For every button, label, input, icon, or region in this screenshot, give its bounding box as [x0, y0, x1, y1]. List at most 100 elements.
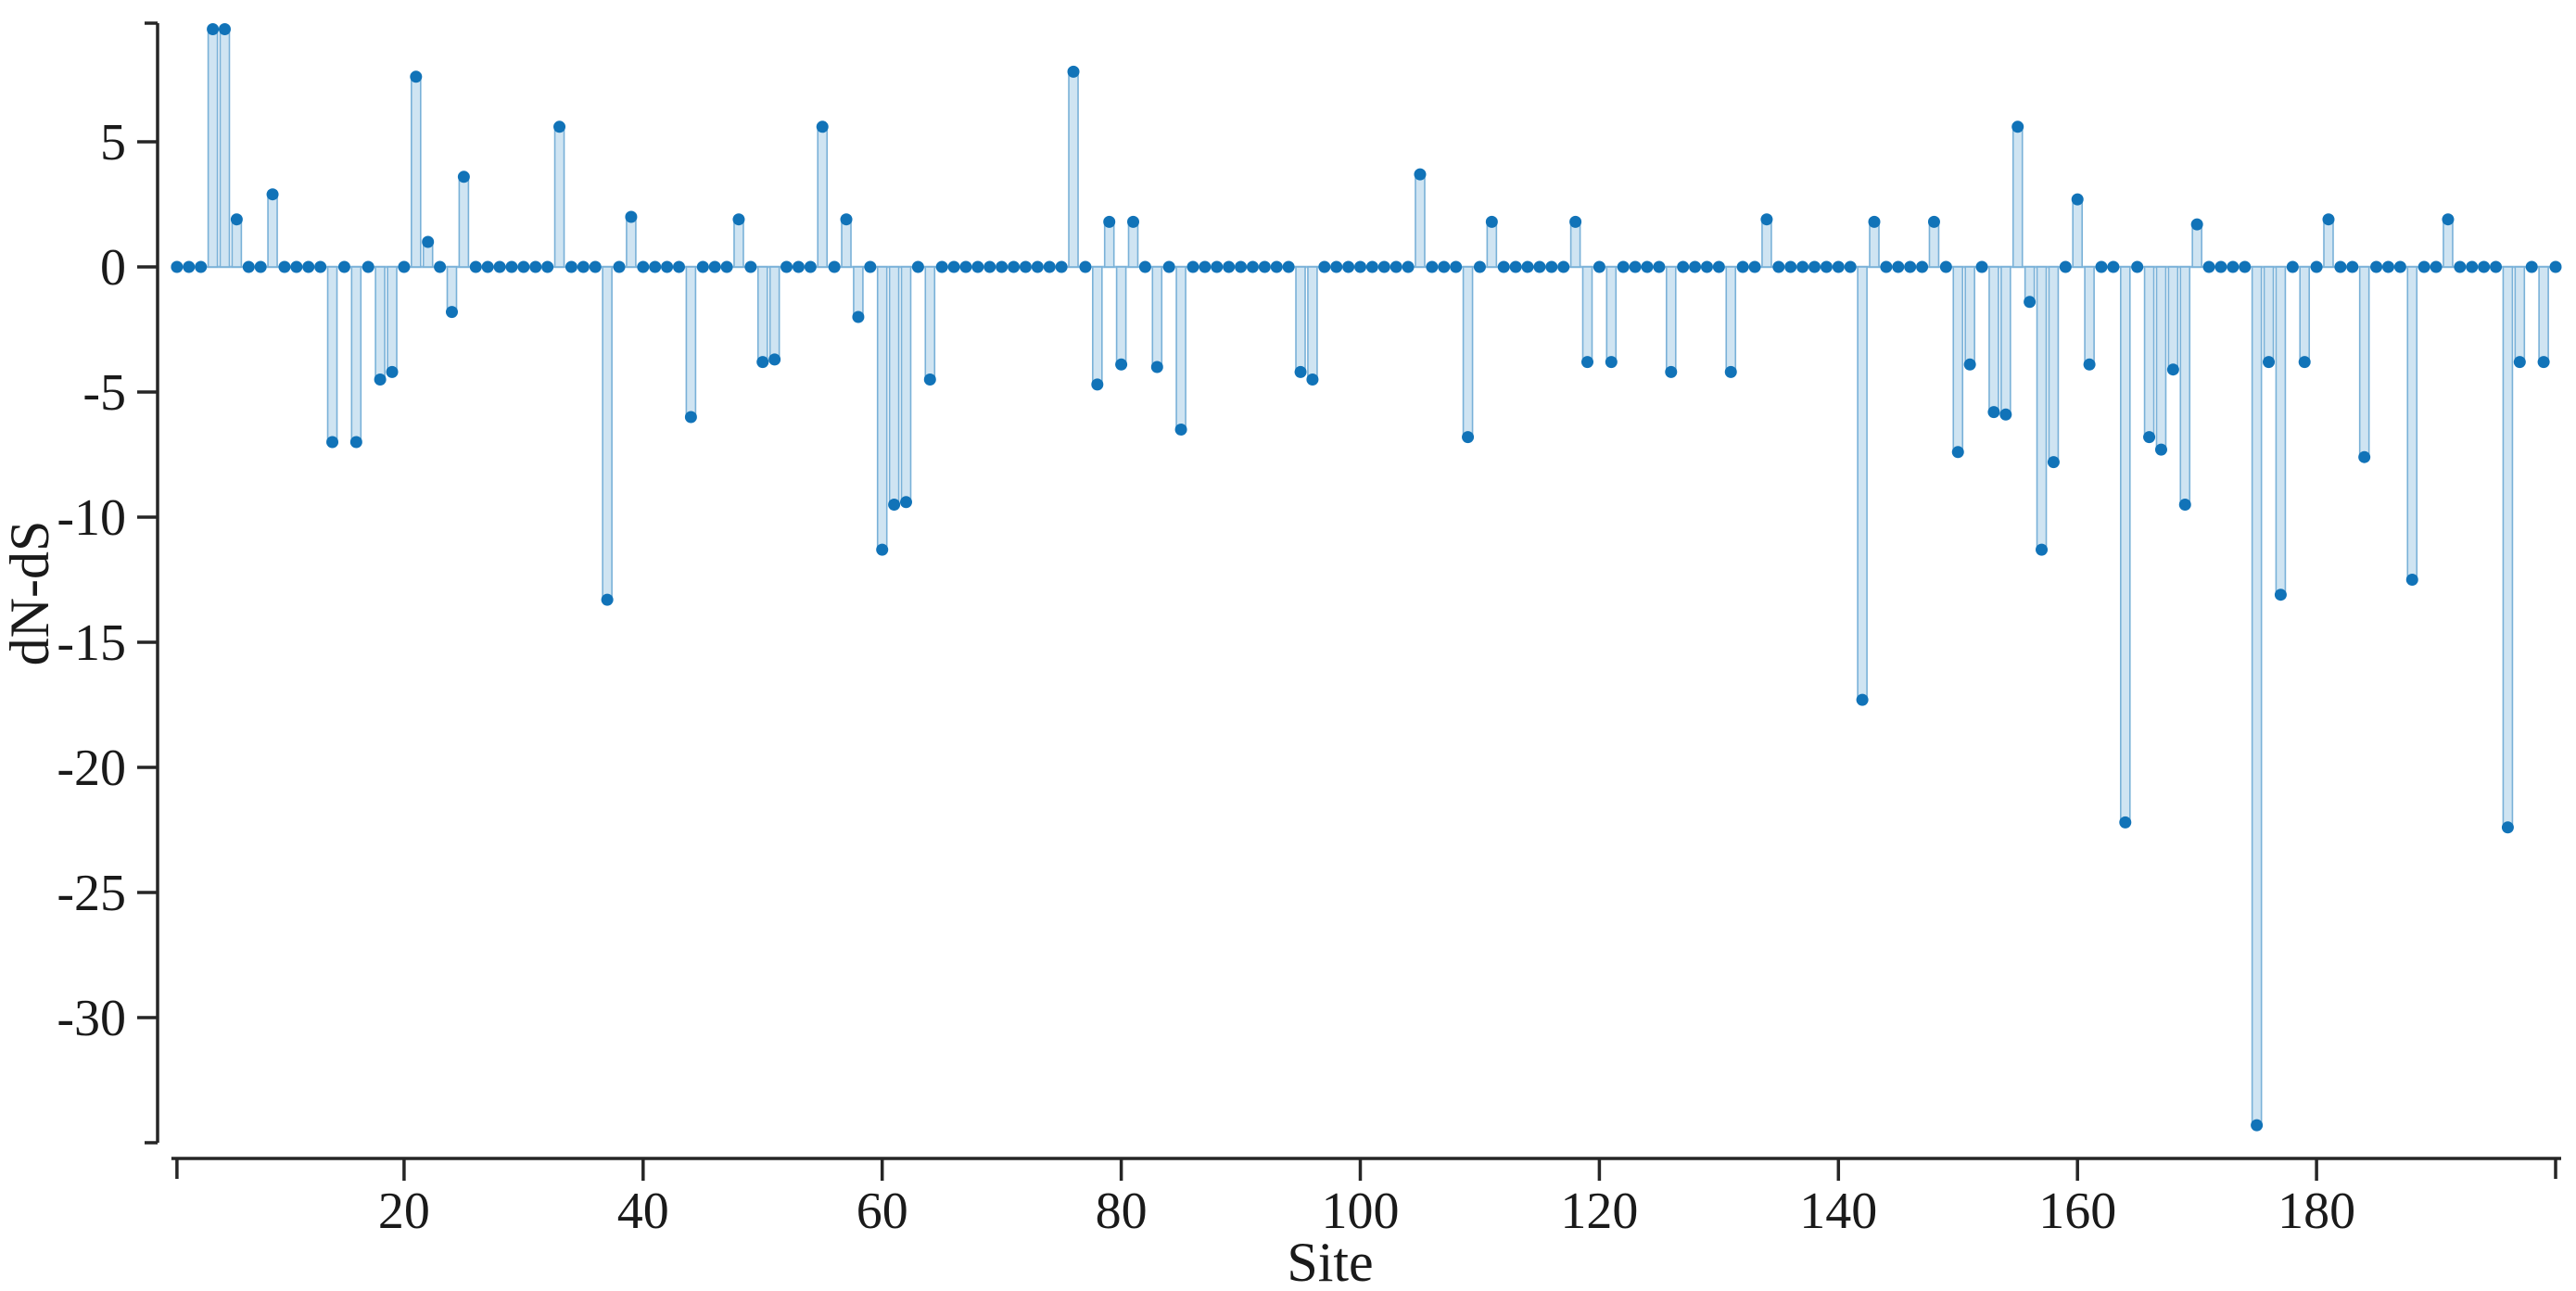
data-point-dot[interactable] — [2442, 213, 2455, 226]
data-point-dot[interactable] — [1916, 260, 1929, 273]
data-point-dot[interactable] — [840, 213, 853, 226]
data-point-dot[interactable] — [2501, 821, 2514, 834]
data-point-dot[interactable] — [1211, 260, 1224, 273]
data-point-dot[interactable] — [768, 353, 781, 366]
data-point-dot[interactable] — [1605, 356, 1618, 369]
data-point-dot[interactable] — [1951, 446, 1964, 459]
stem-bar[interactable] — [267, 193, 278, 268]
data-point-dot[interactable] — [1150, 361, 1163, 373]
data-point-dot[interactable] — [1282, 260, 1295, 273]
data-point-dot[interactable] — [1462, 431, 1475, 444]
stem-bar[interactable] — [1988, 266, 1999, 413]
data-point-dot[interactable] — [923, 373, 936, 386]
data-point-dot[interactable] — [1892, 260, 1905, 273]
stem-bar[interactable] — [2323, 218, 2334, 268]
data-point-dot[interactable] — [780, 260, 793, 273]
data-point-dot[interactable] — [1138, 260, 1151, 273]
stem-bar[interactable] — [1486, 221, 1498, 268]
data-point-dot[interactable] — [1473, 260, 1486, 273]
data-point-dot[interactable] — [1318, 260, 1331, 273]
data-point-dot[interactable] — [1306, 373, 1319, 386]
stem-bar[interactable] — [1964, 266, 1975, 366]
data-point-dot[interactable] — [1533, 260, 1546, 273]
data-point-dot[interactable] — [469, 260, 482, 273]
data-point-dot[interactable] — [1008, 260, 1021, 273]
data-point-dot[interactable] — [1246, 260, 1259, 273]
data-point-dot[interactable] — [1174, 424, 1187, 436]
data-point-dot[interactable] — [326, 436, 339, 449]
data-point-dot[interactable] — [2393, 260, 2406, 273]
stem-bar[interactable] — [2011, 126, 2024, 268]
data-point-dot[interactable] — [1963, 358, 1976, 371]
data-point-dot[interactable] — [2107, 260, 2120, 273]
data-point-dot[interactable] — [2239, 260, 2252, 273]
stem-bar[interactable] — [1952, 266, 1964, 453]
stem-bar[interactable] — [219, 28, 231, 268]
stem-bar[interactable] — [2000, 266, 2011, 416]
data-point-dot[interactable] — [1617, 260, 1630, 273]
data-point-dot[interactable] — [266, 188, 279, 201]
data-point-dot[interactable] — [1043, 260, 1056, 273]
data-point-dot[interactable] — [2513, 356, 2526, 369]
data-point-dot[interactable] — [230, 213, 243, 226]
data-point-dot[interactable] — [1450, 260, 1463, 273]
data-point-dot[interactable] — [1712, 260, 1725, 273]
data-point-dot[interactable] — [1019, 260, 1032, 273]
data-point-dot[interactable] — [1103, 215, 1116, 228]
data-point-dot[interactable] — [732, 213, 745, 226]
data-point-dot[interactable] — [2154, 443, 2167, 456]
data-point-dot[interactable] — [1557, 260, 1570, 273]
data-point-dot[interactable] — [362, 260, 374, 273]
data-point-dot[interactable] — [2166, 363, 2179, 376]
stem-bar[interactable] — [1581, 266, 1593, 363]
stem-bar[interactable] — [1307, 266, 1318, 381]
data-point-dot[interactable] — [2381, 260, 2394, 273]
data-point-dot[interactable] — [2227, 260, 2240, 273]
stem-bar[interactable] — [458, 176, 470, 268]
data-point-dot[interactable] — [2358, 450, 2371, 463]
data-point-dot[interactable] — [2405, 574, 2418, 586]
data-point-dot[interactable] — [434, 260, 447, 273]
data-point-dot[interactable] — [899, 496, 912, 509]
data-point-dot[interactable] — [2430, 260, 2443, 273]
data-point-dot[interactable] — [601, 593, 614, 606]
data-point-dot[interactable] — [637, 260, 650, 273]
stem-bar[interactable] — [231, 218, 243, 268]
stem-bar[interactable] — [1115, 266, 1127, 366]
data-point-dot[interactable] — [947, 260, 960, 273]
data-point-dot[interactable] — [864, 260, 877, 273]
data-point-dot[interactable] — [207, 23, 220, 35]
stem-bar[interactable] — [768, 266, 780, 361]
stem-bar[interactable] — [2119, 266, 2131, 824]
stem-bar[interactable] — [553, 126, 565, 268]
data-point-dot[interactable] — [171, 260, 184, 273]
data-point-dot[interactable] — [828, 260, 841, 273]
data-point-dot[interactable] — [2095, 260, 2108, 273]
stem-bar[interactable] — [2538, 266, 2549, 363]
data-point-dot[interactable] — [1294, 365, 1307, 378]
data-point-dot[interactable] — [517, 260, 530, 273]
data-point-dot[interactable] — [792, 260, 805, 273]
data-point-dot[interactable] — [493, 260, 506, 273]
data-point-dot[interactable] — [744, 260, 757, 273]
data-point-dot[interactable] — [1939, 260, 1952, 273]
data-point-dot[interactable] — [302, 260, 315, 273]
data-point-dot[interactable] — [1820, 260, 1833, 273]
data-point-dot[interactable] — [2024, 296, 2037, 309]
data-point-dot[interactable] — [314, 260, 327, 273]
stem-bar[interactable] — [1857, 266, 1868, 701]
data-point-dot[interactable] — [1856, 693, 1869, 706]
data-point-dot[interactable] — [2537, 356, 2550, 369]
data-point-dot[interactable] — [183, 260, 196, 273]
data-point-dot[interactable] — [2251, 1119, 2264, 1132]
stem-bar[interactable] — [207, 28, 219, 268]
data-point-dot[interactable] — [2190, 218, 2203, 231]
stem-bar[interactable] — [2155, 266, 2167, 450]
data-point-dot[interactable] — [1832, 260, 1845, 273]
stem-bar[interactable] — [1665, 266, 1677, 373]
data-point-dot[interactable] — [1569, 215, 1582, 228]
data-point-dot[interactable] — [1354, 260, 1367, 273]
stem-bar[interactable] — [1462, 266, 1474, 438]
data-point-dot[interactable] — [1545, 260, 1558, 273]
data-point-dot[interactable] — [1581, 356, 1594, 369]
